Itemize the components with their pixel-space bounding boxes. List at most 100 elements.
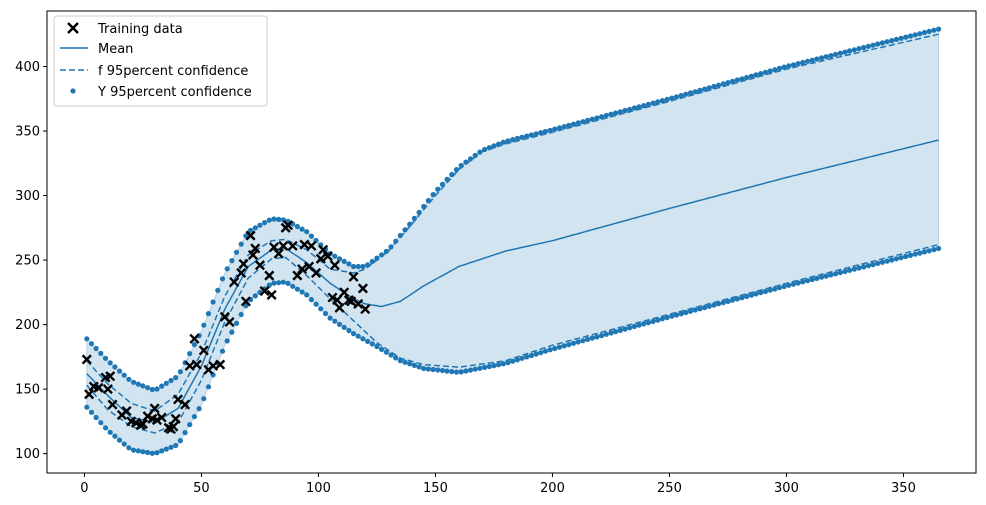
y-conf-lower-dot	[645, 320, 652, 326]
y-conf-lower-dot	[608, 330, 614, 336]
y-conf-lower-dot	[514, 357, 521, 363]
x-tick-label: 50	[193, 481, 210, 496]
y-conf-upper-dot	[215, 287, 221, 293]
y-conf-lower-dot	[107, 429, 113, 435]
y-conf-lower-dot	[585, 336, 591, 342]
y-conf-upper-dot	[453, 167, 460, 173]
y-conf-lower-dot	[505, 360, 511, 366]
y-conf-lower-dot	[622, 326, 628, 332]
y-conf-lower-dot	[383, 349, 389, 355]
y-conf-upper-dot	[570, 121, 577, 127]
y-conf-upper-dot	[744, 74, 750, 81]
y-conf-lower-dot	[411, 362, 417, 368]
y-tick-label: 400	[15, 60, 40, 75]
y-conf-lower-dot	[603, 331, 609, 337]
y-conf-upper-dot	[547, 127, 553, 133]
y-conf-upper-dot	[926, 28, 932, 34]
y-conf-lower-dot	[463, 368, 469, 374]
y-conf-lower-dot	[617, 327, 623, 333]
y-conf-lower-dot	[917, 250, 923, 256]
y-conf-lower-dot	[720, 300, 726, 306]
y-conf-upper-dot	[219, 276, 226, 282]
y-conf-lower-dot	[673, 312, 680, 318]
y-conf-lower-dot	[861, 264, 867, 270]
y-conf-lower-dot	[542, 348, 549, 354]
y-conf-upper-dot	[716, 82, 722, 88]
y-conf-lower-dot	[229, 329, 235, 335]
x-tick-label: 250	[657, 481, 682, 496]
x-tick-label: 100	[306, 481, 331, 496]
training-point	[107, 399, 118, 410]
y-conf-lower-dot	[131, 447, 137, 453]
y-conf-upper-dot	[819, 55, 825, 61]
y-conf-lower-dot	[112, 433, 118, 439]
y-conf-lower-dot	[926, 248, 932, 254]
y-conf-upper-dot	[276, 216, 282, 222]
y-conf-lower-dot	[449, 369, 455, 375]
y-conf-upper-dot	[505, 138, 511, 144]
training-point	[346, 296, 357, 307]
mean-line	[86, 139, 939, 424]
y-conf-lower-dot	[126, 445, 132, 451]
y-conf-upper-dot	[776, 65, 783, 71]
y-conf-upper-dot	[608, 111, 614, 117]
y-conf-upper-dot	[233, 249, 240, 255]
y-conf-lower-dot	[879, 259, 886, 265]
y-conf-upper-dot	[98, 350, 104, 356]
y-conf-upper-dot	[519, 134, 525, 140]
training-point	[247, 249, 258, 260]
training-point	[292, 270, 303, 281]
y-conf-upper-dot	[659, 98, 666, 104]
y-conf-upper-dot	[851, 47, 857, 53]
y-conf-lower-dot	[159, 448, 165, 454]
y-conf-upper-dot	[561, 124, 567, 130]
y-conf-lower-dot	[435, 367, 441, 373]
y-conf-lower-dot	[552, 345, 558, 352]
y-conf-lower-dot	[168, 444, 174, 450]
y-tick-label: 250	[15, 254, 40, 269]
y-conf-lower-dot	[833, 271, 839, 277]
y-conf-lower-dot	[627, 325, 633, 331]
y-conf-upper-dot	[210, 299, 216, 305]
y-conf-lower-dot	[528, 352, 535, 359]
y-conf-lower-dot	[191, 414, 197, 420]
training-point	[137, 418, 148, 430]
y-conf-lower-dot	[350, 331, 357, 337]
y-conf-lower-dot	[599, 333, 605, 339]
y-conf-upper-dot	[622, 107, 628, 114]
y-conf-upper-dot	[636, 104, 642, 110]
y-conf-lower-dot	[875, 260, 881, 266]
y-conf-lower-dot	[781, 283, 787, 290]
y-conf-upper-dot	[837, 50, 843, 56]
y-conf-upper-dot	[781, 64, 787, 70]
training-point	[180, 399, 191, 410]
y-conf-upper-dot	[758, 71, 764, 77]
y-conf-lower-dot	[393, 355, 399, 361]
y-conf-lower-dot	[154, 450, 160, 456]
y-conf-upper-dot	[500, 139, 506, 145]
legend-marker-y-conf	[70, 88, 76, 94]
y-conf-upper-dot	[552, 126, 558, 132]
y-conf-lower-dot	[402, 359, 408, 365]
y-conf-lower-dot	[482, 364, 488, 370]
y-conf-upper-dot	[336, 256, 343, 262]
y-conf-upper-dot	[224, 266, 230, 272]
y-conf-upper-dot	[734, 77, 740, 83]
y-conf-lower-dot	[430, 366, 436, 373]
y-conf-upper-dot	[893, 36, 900, 43]
y-conf-lower-dot	[280, 279, 286, 285]
y-conf-upper-dot	[168, 377, 174, 384]
training-point	[306, 240, 317, 251]
y-conf-lower-dot	[496, 362, 502, 368]
y-conf-lower-dot	[458, 369, 464, 375]
y-conf-lower-dot	[98, 420, 104, 426]
y-conf-upper-dot	[341, 258, 347, 264]
y-conf-lower-dot	[809, 276, 815, 283]
y-conf-lower-dot	[687, 308, 694, 314]
y-conf-upper-dot	[627, 106, 633, 112]
plot-frame	[46, 10, 977, 474]
y-conf-upper-dot	[847, 48, 853, 54]
y-conf-upper-dot	[823, 54, 829, 60]
training-point	[268, 242, 280, 253]
x-axis: 0 50 100 150 200 250 300 350	[80, 473, 916, 496]
